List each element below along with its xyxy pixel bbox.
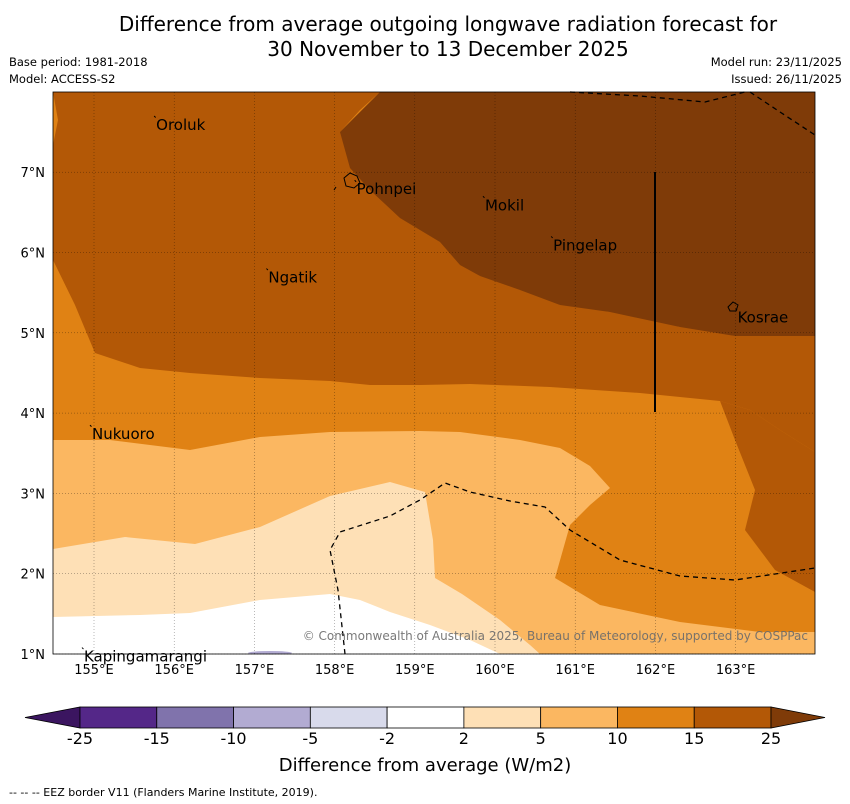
contour-fill (53, 92, 815, 654)
band-neutral (53, 594, 500, 654)
colorbar-extend-high (770, 706, 826, 729)
colorbar-label: 2 (458, 729, 469, 748)
colorbar-label: -2 (379, 729, 396, 748)
place-labels: Oroluk Pohnpei Mokil Pingelap Ngatik Kosrae Nu… (81, 115, 789, 666)
lon-tick-label: 156°E (154, 663, 194, 678)
place-marker (550, 236, 553, 239)
band-10-15-west (53, 92, 58, 145)
colorbar-segment (386, 706, 465, 729)
lat-tick-label: 4°N (21, 407, 46, 422)
eez-borders (329, 91, 816, 655)
place-marker (482, 195, 485, 199)
lon-tick-label: 155°E (74, 663, 114, 678)
chart-title: Difference from average outgoing longwav… (0, 12, 850, 62)
lon-tick-label: 161°E (555, 663, 595, 678)
colorbar-label: 15 (684, 729, 705, 748)
band-25-plus (340, 92, 815, 336)
lon-tick-label: 159°E (395, 663, 435, 678)
colorbar-title: Difference from average (W/m2) (278, 755, 572, 776)
lon-tick-label: 157°E (235, 663, 275, 678)
band-neg-sliver (248, 651, 292, 654)
colorbar-label: -25 (66, 729, 94, 748)
issued-date: Issued: 26/11/2025 (731, 72, 842, 86)
copyright-text: © Commonwealth of Australia 2025, Bureau… (303, 629, 808, 643)
colorbar-label: -5 (302, 729, 319, 748)
base-period: Base period: 1981-2018 (9, 55, 148, 69)
lon-tick-label: 162°E (636, 663, 676, 678)
colorbar (24, 706, 826, 729)
place-marker (81, 647, 84, 650)
colorbar-label: -10 (220, 729, 247, 748)
place-marker (735, 308, 738, 311)
band-15-25-east (720, 401, 815, 592)
colorbar-segment (693, 706, 772, 729)
pohnpei-island (343, 172, 361, 189)
colorbar-segment (156, 706, 234, 729)
colorbar-segment (233, 706, 311, 729)
island-outlines (333, 172, 739, 312)
eez-border-south (329, 482, 816, 655)
olr-map: Oroluk Pohnpei Mokil Pingelap Ngatik Kosrae Nu… (21, 91, 816, 678)
lat-tick-label: 7°N (21, 166, 46, 181)
place-marker (89, 424, 92, 427)
meta-right: Model run: 23/11/2025 Issued: 26/11/2025 (711, 54, 842, 88)
place-marker (153, 115, 157, 118)
meta-left: Base period: 1981-2018 Model: ACCESS-S2 (9, 54, 148, 88)
eez-border-north (569, 91, 746, 103)
eez-footnote: -- -- -- EEZ border V11 (Flanders Marine… (9, 786, 318, 799)
colorbar-label: 25 (760, 729, 782, 748)
place-marker (266, 268, 269, 271)
colorbar-segment (617, 706, 695, 729)
colorbar-segment (79, 706, 158, 729)
title-line-1: Difference from average outgoing longwav… (118, 12, 778, 36)
map-frame (52, 91, 816, 655)
lon-tick-label: 160°E (475, 663, 515, 678)
kosrae-island (727, 301, 739, 312)
place-label-kapingamarangi: Kapingamarangi (84, 648, 207, 666)
place-label-pohnpei: Pohnpei (357, 180, 417, 198)
eez-border-northeast (749, 91, 816, 136)
ant-atoll (333, 186, 337, 191)
place-marker (354, 179, 357, 183)
model-run: Model run: 23/11/2025 (710, 55, 842, 69)
lat-tick-label: 2°N (21, 568, 46, 583)
place-label-nukuoro: Nukuoro (92, 425, 155, 443)
lat-tick-label: 5°N (21, 327, 46, 342)
colorbar-segment (463, 706, 542, 729)
band-2-5 (53, 482, 540, 654)
place-label-mokil: Mokil (485, 196, 524, 214)
place-label-pingelap: Pingelap (553, 236, 617, 254)
lat-tick-label: 1°N (21, 648, 46, 663)
title-line-2: 30 November to 13 December 2025 (267, 37, 629, 61)
colorbar-segment (540, 706, 618, 729)
colorbar-segment (309, 706, 388, 729)
colorbar-label: 10 (607, 729, 628, 748)
colorbar-label: 5 (535, 729, 546, 748)
colorbar-extend-low (24, 706, 81, 729)
lon-tick-label: 163°E (716, 663, 756, 678)
place-label-kosrae: Kosrae (738, 309, 789, 327)
colorbar-label: -15 (143, 729, 170, 748)
place-label-ngatik: Ngatik (268, 269, 317, 287)
lon-tick-label: 158°E (315, 663, 355, 678)
place-label-oroluk: Oroluk (156, 116, 205, 134)
lat-tick-label: 3°N (21, 487, 46, 502)
lat-tick-label: 6°N (21, 247, 46, 262)
model-name: Model: ACCESS-S2 (9, 72, 116, 86)
axis-ticks: 155°E 156°E 157°E 158°E 159°E 160°E 161°E 162°E… (21, 166, 756, 678)
